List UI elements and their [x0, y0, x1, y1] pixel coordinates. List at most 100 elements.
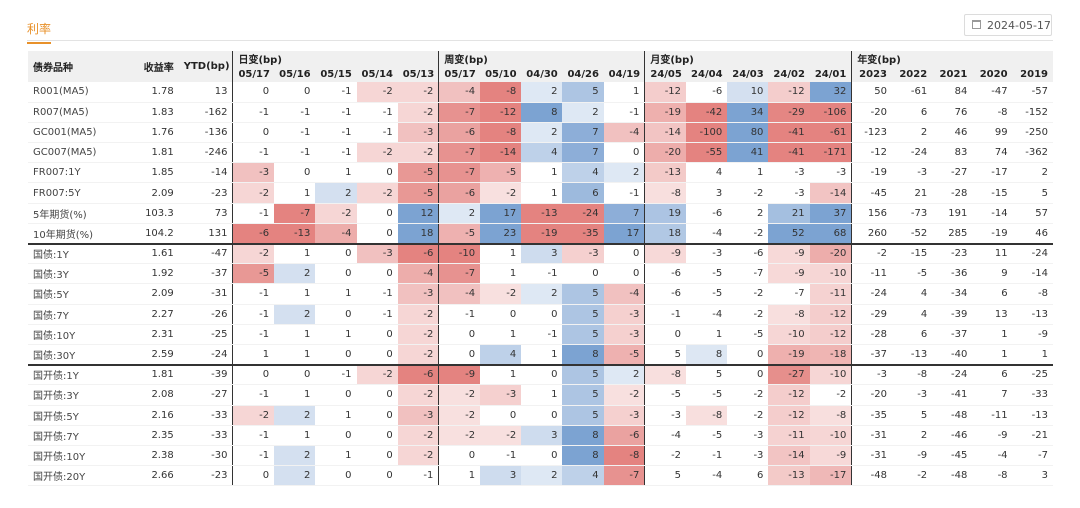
daily-change-cell: -2: [232, 405, 275, 426]
yearly-change-cell: 50: [851, 82, 892, 103]
weekly-change-cell: 5: [562, 384, 604, 406]
monthly-change-cell: 34: [727, 102, 769, 123]
bond-name-cell: 国债:1Y: [28, 242, 133, 265]
ytd-cell: 13: [178, 82, 233, 103]
daily-change-cell: -1: [232, 142, 275, 164]
daily-change-cell: -2: [397, 142, 439, 164]
weekly-change-cell: 4: [562, 162, 604, 184]
monthly-change-cell: 68: [809, 223, 852, 245]
weekly-change-cell: -1: [603, 102, 645, 123]
daily-change-cell: -2: [315, 203, 357, 224]
ytd-cell: -30: [178, 445, 233, 467]
daily-change-cell: -2: [397, 102, 439, 123]
daily-change-cell: -4: [315, 223, 357, 245]
monthly-change-cell: 5: [686, 363, 728, 386]
daily-change-cell: 1: [315, 445, 357, 467]
weekly-change-cell: 2: [603, 363, 645, 386]
yearly-change-cell: 84: [932, 82, 973, 103]
weekly-change-cell: -14: [480, 142, 522, 164]
rates-table: 债券品种 收益率 YTD(bp) 日变(bp) 周变(bp) 月变(bp) 年变…: [28, 51, 1053, 487]
bond-name-cell: R001(MA5): [28, 82, 133, 103]
monthly-change-cell: -10: [768, 324, 810, 345]
daily-change-cell: 2: [274, 445, 316, 467]
monthly-change-cell: -3: [644, 405, 687, 426]
weekly-change-cell: -1: [521, 263, 563, 285]
monthly-change-cell: -55: [686, 142, 728, 164]
weekly-change-cell: -5: [438, 223, 481, 245]
weekly-change-cell: 0: [480, 405, 522, 426]
monthly-change-cell: 52: [768, 223, 810, 245]
monthly-change-cell: -6: [644, 283, 687, 305]
daily-change-cell: 0: [356, 405, 398, 426]
monthly-change-cell: -17: [809, 465, 852, 487]
monthly-change-cell: -2: [644, 445, 687, 467]
weekly-change-cell: 1: [480, 242, 522, 265]
tab-bar: 利率: [27, 14, 1053, 44]
daily-change-cell: -1: [356, 122, 398, 144]
daily-change-cell: -1: [232, 102, 275, 123]
monthly-change-cell: 18: [644, 223, 687, 245]
monthly-change-cell: -7: [727, 263, 769, 285]
yearly-change-cell: 9: [972, 263, 1013, 285]
bond-name-cell: 5年期货(%): [28, 203, 133, 224]
daily-change-cell: -2: [356, 142, 398, 164]
weekly-change-cell: 2: [521, 283, 563, 305]
monthly-change-cell: 0: [727, 344, 769, 366]
daily-change-cell: 0: [356, 344, 398, 366]
daily-change-cell: -13: [274, 223, 316, 245]
bond-name-cell: FR007:5Y: [28, 182, 133, 204]
date-picker[interactable]: 2024-05-17: [964, 14, 1052, 36]
yearly-change-cell: -41: [932, 384, 973, 406]
bond-name-cell: 10年期货(%): [28, 223, 133, 245]
yearly-change-cell: 1: [972, 324, 1013, 345]
monthly-change-cell: 5: [644, 344, 687, 366]
ytd-cell: -246: [178, 142, 233, 164]
yield-cell: 1.61: [132, 242, 179, 265]
yearly-change-cell: -17: [972, 162, 1013, 184]
yearly-change-cell: -123: [851, 122, 892, 144]
yearly-change-cell: 7: [972, 384, 1013, 406]
tab-rates[interactable]: 利率: [27, 20, 52, 44]
yield-cell: 104.2: [132, 223, 179, 245]
yield-cell: 1.81: [132, 142, 179, 164]
weekly-change-cell: -12: [480, 102, 522, 123]
weekly-change-cell: 1: [480, 263, 522, 285]
monthly-change-cell: -9: [768, 242, 810, 265]
monthly-change-cell: -8: [809, 405, 852, 426]
yearly-change-cell: 57: [1012, 203, 1053, 224]
yearly-change-cell: 191: [932, 203, 973, 224]
weekly-change-cell: -7: [438, 142, 481, 164]
weekly-change-cell: -1: [521, 324, 563, 345]
yearly-change-cell: -20: [851, 102, 892, 123]
bond-name-cell: 国开债:20Y: [28, 465, 133, 487]
header-year: 2019: [1020, 68, 1048, 80]
daily-change-cell: -1: [397, 465, 439, 487]
monthly-change-cell: -10: [809, 363, 852, 386]
monthly-change-cell: -3: [727, 425, 769, 446]
daily-change-cell: 1: [274, 182, 316, 204]
weekly-change-cell: 0: [521, 363, 563, 386]
weekly-change-cell: 0: [438, 324, 481, 345]
weekly-change-cell: -5: [480, 162, 522, 184]
weekly-change-cell: -7: [438, 102, 481, 123]
yearly-change-cell: -24: [892, 142, 933, 164]
yield-cell: 2.38: [132, 445, 179, 467]
table-row: 国债:1Y 1.61 -47 -2 1 0 -3 -6 -10 1 3 -3 0 -9 -3 -6 -9 -20-…: [28, 242, 1053, 265]
daily-change-cell: 0: [356, 203, 398, 224]
yearly-change-cell: 4: [892, 283, 933, 305]
daily-change-cell: -6: [232, 223, 275, 245]
yearly-change-cell: -3: [851, 363, 892, 386]
yearly-change-cell: 2: [892, 425, 933, 446]
daily-change-cell: 1: [232, 344, 275, 366]
yield-cell: 1.83: [132, 102, 179, 123]
table-row: 10年期货(%) 104.2 131 -6 -13 -4 0 18 -5 23 -19 -35 17 18…: [28, 223, 1053, 245]
monthly-change-cell: -2: [727, 182, 769, 204]
yearly-change-cell: -57: [1012, 82, 1053, 103]
ytd-cell: -24: [178, 344, 233, 366]
monthly-change-cell: -11: [768, 425, 810, 446]
weekly-change-cell: 5: [562, 82, 604, 103]
calendar-icon: [972, 20, 981, 29]
yield-cell: 1.92: [132, 263, 179, 285]
weekly-change-cell: 4: [480, 344, 522, 366]
yearly-change-cell: 83: [932, 142, 973, 164]
